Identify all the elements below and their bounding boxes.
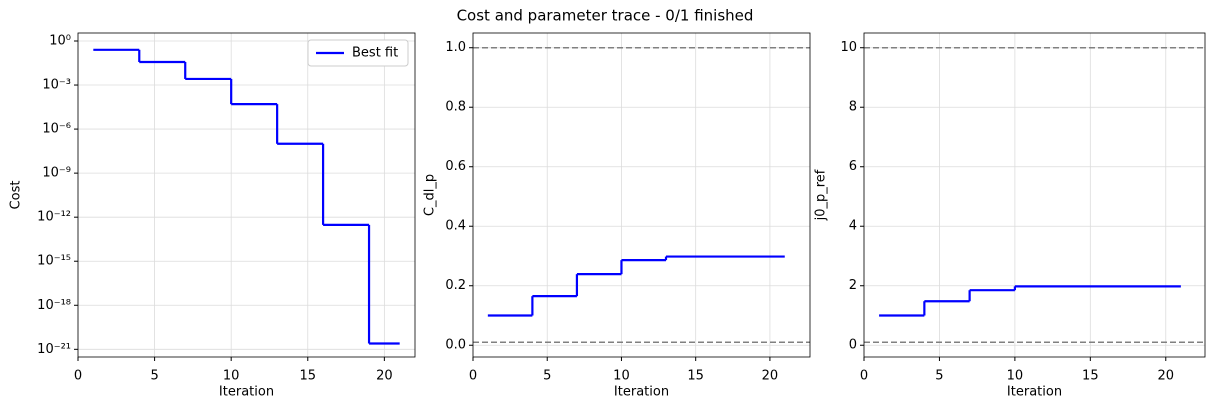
x-tick-label: 5	[543, 369, 551, 384]
y-axis-label: Cost	[9, 181, 24, 210]
y-tick-label: 10⁻⁶	[42, 122, 71, 137]
y-axis-label: C_dl_p	[423, 174, 438, 216]
y-tick-label: 0.0	[445, 338, 466, 353]
x-axis-label: Iteration	[614, 385, 669, 400]
figure-title: Cost and parameter trace - 0/1 finished	[457, 7, 754, 25]
y-tick-label: 0	[849, 338, 857, 353]
x-tick-label: 5	[150, 369, 158, 384]
x-tick-label: 10	[1007, 369, 1024, 384]
y-tick-label: 6	[849, 159, 857, 174]
x-tick-label: 10	[223, 369, 240, 384]
axes-frame	[863, 32, 1206, 358]
x-tick-label: 0	[469, 369, 477, 384]
y-tick-label: 1.0	[445, 40, 466, 55]
y-tick-label: 4	[849, 219, 857, 234]
y-tick-label: 0.8	[445, 100, 466, 115]
y-tick-label: 0.2	[445, 278, 466, 293]
y-tick-label: 10⁻¹⁸	[37, 298, 71, 313]
y-tick-label: 0.4	[445, 219, 466, 234]
x-tick-label: 15	[687, 369, 704, 384]
x-axis-label: Iteration	[219, 385, 274, 400]
y-tick-label: 2	[849, 278, 857, 293]
y-tick-label: 8	[849, 100, 857, 115]
x-axis-label: Iteration	[1007, 385, 1062, 400]
y-tick-label: 10⁻³	[42, 78, 71, 93]
x-tick-label: 20	[376, 369, 393, 384]
x-tick-label: 0	[74, 369, 82, 384]
legend-label: Best fit	[352, 46, 398, 61]
legend-box	[307, 39, 409, 67]
y-tick-label: 10⁻¹⁵	[37, 254, 71, 269]
x-tick-label: 0	[860, 369, 868, 384]
y-tick-label: 10⁻⁹	[42, 166, 71, 181]
axes-frame	[472, 32, 811, 358]
y-tick-label: 10	[840, 40, 857, 55]
axes-frame	[77, 32, 416, 358]
y-tick-label: 10⁰	[49, 33, 71, 48]
y-axis-label: j0_p_ref	[814, 169, 829, 221]
x-tick-label: 15	[1082, 369, 1099, 384]
x-tick-label: 20	[1157, 369, 1174, 384]
x-tick-label: 10	[613, 369, 630, 384]
x-tick-label: 20	[762, 369, 779, 384]
x-tick-label: 15	[299, 369, 316, 384]
y-tick-label: 10⁻¹²	[37, 210, 71, 225]
y-tick-label: 0.6	[445, 159, 466, 174]
y-tick-label: 10⁻²¹	[37, 342, 71, 357]
x-tick-label: 5	[935, 369, 943, 384]
